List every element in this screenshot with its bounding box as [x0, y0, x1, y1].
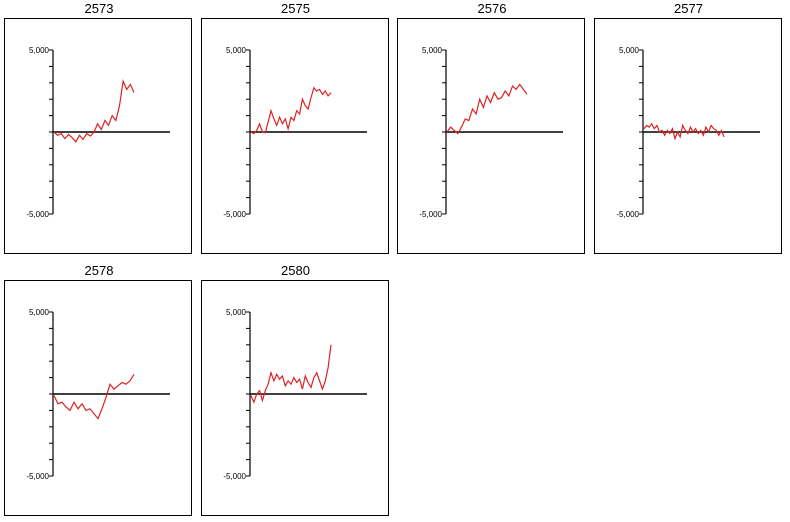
chart-svg: 5,000 -5,000	[616, 46, 760, 219]
chart-frame: 5,000 -5,000	[397, 18, 585, 254]
series-line	[643, 122, 725, 141]
chart-frame: 5,000 -5,000	[4, 18, 192, 254]
y-tick-label: -5,000	[223, 210, 246, 219]
chart-title: 2576	[477, 1, 507, 16]
y-tick-label: -5,000	[26, 472, 49, 481]
chart-frame: 5,000 -5,000	[4, 280, 192, 516]
chart-svg: 5,000 -5,000	[26, 46, 170, 219]
chart-panel: 2575 5,000 -5,000	[200, 1, 391, 254]
series-line	[53, 373, 135, 420]
chart-svg: 5,000 -5,000	[419, 46, 563, 219]
chart-svg: 5,000 -5,000	[223, 46, 367, 219]
series-line	[249, 344, 332, 404]
y-tick-label: -5,000	[616, 210, 639, 219]
chart-frame: 5,000 -5,000	[593, 18, 782, 254]
chart-title: 2575	[281, 1, 310, 16]
y-tick-label: 5,000	[29, 308, 50, 317]
chart-panel: 2577 5,000 -5,000	[593, 1, 784, 254]
y-tick-label: -5,000	[419, 210, 442, 219]
chart-svg: 5,000 -5,000	[223, 308, 367, 481]
chart-panel: 2573 5,000 -5,000	[4, 1, 194, 254]
y-tick-label: 5,000	[422, 46, 443, 55]
chart-title: 2577	[674, 1, 703, 16]
chart-title: 2578	[84, 263, 114, 278]
series-line	[250, 86, 331, 135]
y-tick-label: -5,000	[223, 472, 246, 481]
y-tick-label: -5,000	[26, 210, 49, 219]
y-tick-label: 5,000	[225, 46, 246, 55]
y-tick-label: 5,000	[618, 46, 639, 55]
chart-title: 2580	[281, 263, 310, 278]
series-line	[53, 79, 135, 143]
chart-panel: 2580 5,000 -5,000	[200, 263, 391, 516]
chart-frame: 5,000 -5,000	[200, 280, 389, 516]
series-line	[446, 83, 528, 135]
chart-svg: 5,000 -5,000	[26, 308, 170, 481]
chart-panel: 2576 5,000 -5,000	[397, 1, 587, 254]
y-tick-label: 5,000	[29, 46, 50, 55]
chart-panel: 2578 5,000 -5,000	[4, 263, 194, 516]
y-tick-label: 5,000	[225, 308, 246, 317]
chart-title: 2573	[84, 1, 114, 16]
chart-frame: 5,000 -5,000	[200, 18, 389, 254]
